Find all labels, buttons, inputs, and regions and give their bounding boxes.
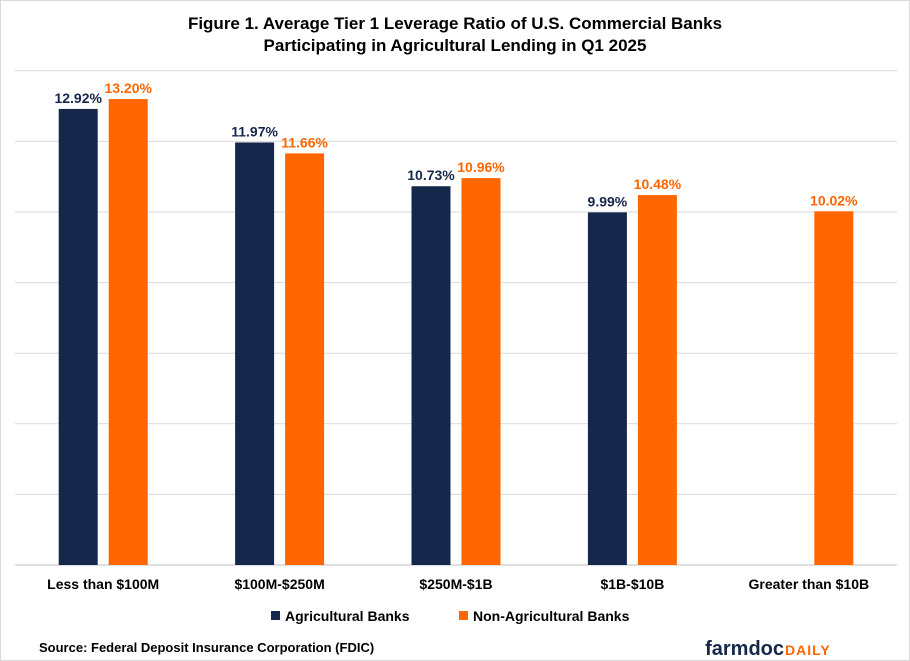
- bar-non-agricultural: [637, 195, 677, 565]
- bar-agricultural: [411, 186, 451, 565]
- farmdoc-daily-logo: farmdoc DAILY: [705, 638, 831, 660]
- legend: Agricultural Banks Non-Agricultural Banks: [271, 608, 630, 624]
- legend-label: Agricultural Banks: [285, 608, 410, 624]
- data-label: 12.92%: [54, 90, 102, 106]
- bar-non-agricultural: [108, 99, 148, 565]
- data-label: 10.48%: [634, 176, 682, 192]
- bar-non-agricultural: [285, 153, 325, 566]
- chart-title-line-1: Figure 1. Average Tier 1 Leverage Ratio …: [188, 14, 722, 33]
- data-label: 11.66%: [281, 134, 328, 150]
- source-note: Source: Federal Deposit Insurance Corpor…: [39, 640, 374, 655]
- data-label: 10.02%: [810, 192, 858, 208]
- data-label: 10.73%: [407, 167, 455, 183]
- data-label: 10.96%: [457, 159, 505, 175]
- bar-non-agricultural: [461, 178, 501, 565]
- bar-non-agricultural: [814, 211, 854, 565]
- category-label: $100M-$250M: [234, 576, 324, 592]
- logo-part-1: farmdoc: [705, 638, 784, 660]
- logo-part-2: DAILY: [785, 642, 831, 658]
- category-label: $250M-$1B: [419, 576, 492, 592]
- data-label: 9.99%: [588, 193, 628, 209]
- legend-label: Non-Agricultural Banks: [473, 608, 630, 624]
- data-label: 13.20%: [104, 80, 152, 96]
- category-label: Less than $100M: [47, 576, 159, 592]
- legend-swatch: [271, 611, 280, 620]
- category-label: $1B-$10B: [600, 576, 664, 592]
- bar-agricultural: [58, 108, 98, 565]
- category-label: Greater than $10B: [748, 576, 869, 592]
- data-label: 11.97%: [231, 123, 278, 139]
- chart-title-line-2: Participating in Agricultural Lending in…: [264, 36, 647, 55]
- legend-swatch: [459, 611, 468, 620]
- bar-agricultural: [587, 212, 627, 565]
- bar-agricultural: [235, 142, 275, 566]
